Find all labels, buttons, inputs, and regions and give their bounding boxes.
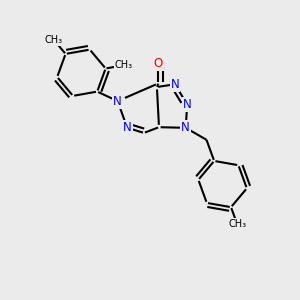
Text: N: N xyxy=(123,121,132,134)
Text: O: O xyxy=(154,57,163,70)
Text: N: N xyxy=(183,98,192,111)
Text: N: N xyxy=(113,94,122,108)
Text: CH₃: CH₃ xyxy=(114,60,132,70)
Text: CH₃: CH₃ xyxy=(228,219,246,229)
Text: CH₃: CH₃ xyxy=(45,35,63,45)
Text: N: N xyxy=(170,78,179,91)
Text: N: N xyxy=(181,121,190,134)
